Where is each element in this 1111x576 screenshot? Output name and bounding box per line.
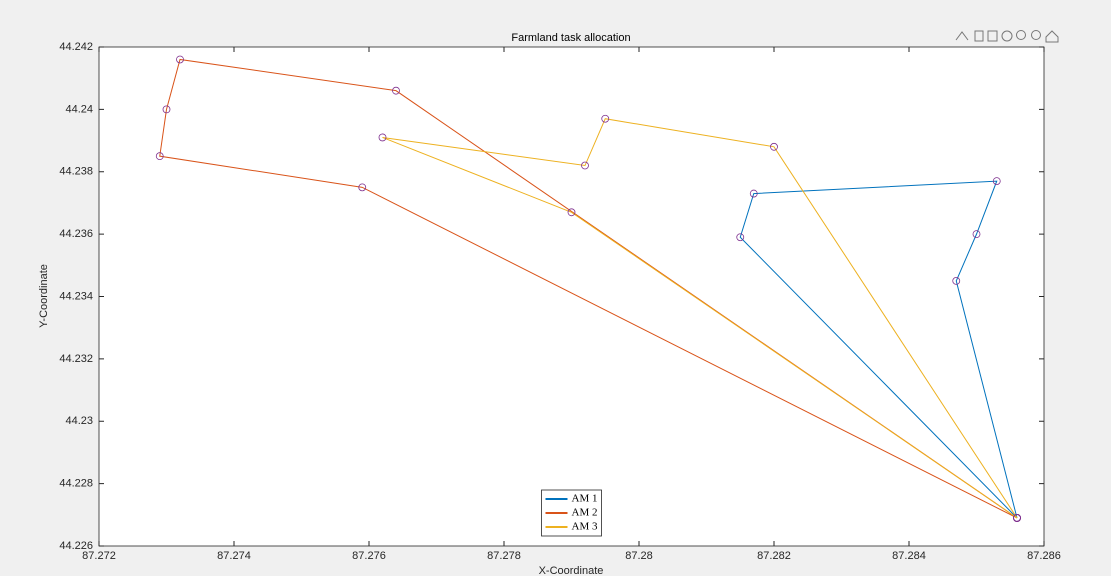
y-tick-label: 44.236: [59, 228, 93, 240]
x-tick-label: 87.276: [352, 550, 386, 562]
axes-box: [98, 46, 1045, 547]
point-marker: [736, 233, 745, 242]
point-marker: [176, 55, 184, 64]
toolbar-icon[interactable]: [1031, 30, 1041, 40]
toolbar-icon[interactable]: [955, 31, 969, 41]
legend-label: AM 3: [572, 521, 598, 533]
point-marker: [749, 189, 758, 198]
toolbar-icon[interactable]: [974, 30, 984, 42]
toolbar[interactable]: [955, 30, 1059, 43]
x-tick-label: 87.284: [892, 550, 926, 562]
x-axis-label: X-Coordinate: [539, 565, 604, 576]
point-marker: [770, 142, 778, 151]
point-marker: [358, 183, 367, 192]
legend-label: AM 2: [572, 507, 598, 519]
x-tick-label: 87.28: [625, 550, 653, 562]
point-marker: [162, 105, 171, 114]
toolbar-icon[interactable]: [1001, 30, 1013, 42]
point-marker: [378, 133, 387, 142]
point-marker: [155, 152, 164, 161]
series-line: [739, 180, 1018, 519]
y-tick-label: 44.232: [59, 353, 93, 365]
point-marker: [581, 161, 589, 170]
series-line: [382, 118, 1018, 519]
series-line: [159, 58, 1018, 519]
y-axis-label: Y-Coordinate: [38, 264, 50, 328]
y-tick-label: 44.242: [59, 41, 93, 53]
x-tick-label: 87.278: [487, 550, 521, 562]
x-tick-label: 87.286: [1027, 550, 1061, 562]
toolbar-icon[interactable]: [1016, 30, 1026, 40]
point-marker: [972, 230, 981, 239]
y-tick-label: 44.23: [65, 415, 93, 427]
y-tick-label: 44.226: [59, 540, 93, 552]
y-tick-label: 44.24: [65, 103, 93, 115]
point-marker: [567, 208, 576, 217]
x-tick-label: 87.274: [217, 550, 251, 562]
toolbar-icon[interactable]: [1045, 30, 1059, 43]
y-tick-label: 44.238: [59, 166, 93, 178]
point-marker: [392, 86, 400, 95]
toolbar-icon[interactable]: [987, 30, 998, 42]
point-marker: [1013, 514, 1021, 522]
point-marker: [601, 114, 610, 123]
chart-title: Farmland task allocation: [511, 32, 630, 44]
legend-label: AM 1: [572, 493, 598, 505]
point-marker: [992, 177, 1001, 186]
x-tick-label: 87.272: [82, 550, 116, 562]
y-tick-label: 44.228: [59, 478, 93, 490]
y-tick-label: 44.234: [59, 290, 93, 302]
x-tick-label: 87.282: [757, 550, 791, 562]
point-marker: [952, 277, 961, 285]
